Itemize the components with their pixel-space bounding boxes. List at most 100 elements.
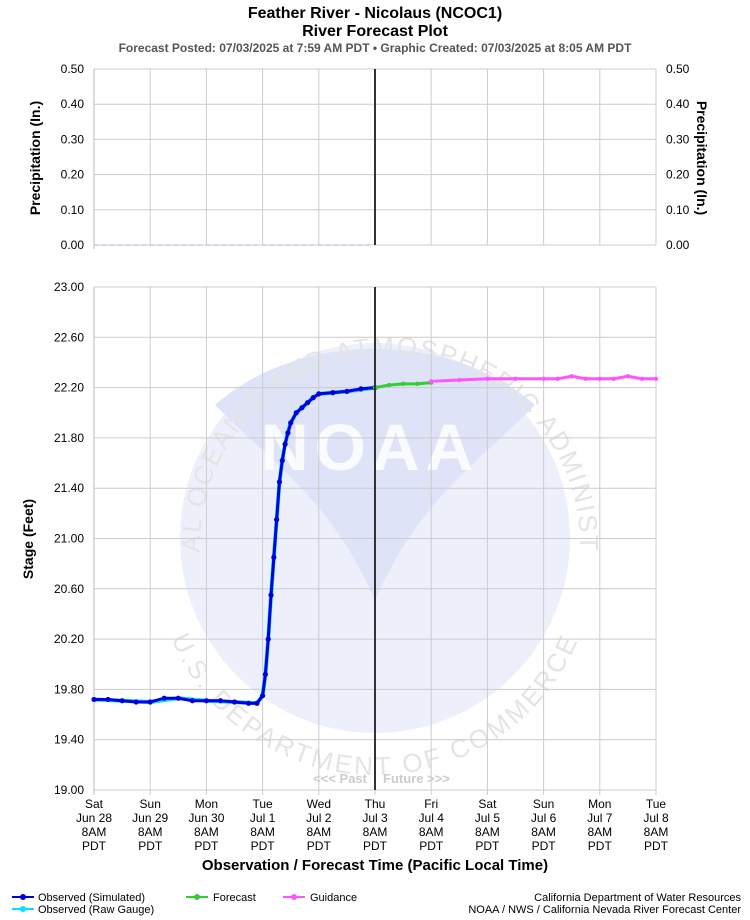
posted-info: Forecast Posted: 07/03/2025 at 7:59 AM P… [119,41,633,55]
stage-point [457,377,462,383]
x-tick-label: Sun [533,797,554,811]
credit-line-1: California Department of Water Resources [534,892,741,904]
x-tick-label: 8AM [475,825,500,839]
past-label: <<< Past [313,771,368,786]
x-tick-label: Jun 28 [76,811,112,825]
x-tick-label: Sat [478,797,497,811]
precip-y-tick-label-right: 0.20 [666,168,690,182]
x-tick-label: 8AM [644,825,669,839]
legend: Observed (Simulated) Observed (Raw Gauge… [12,892,357,916]
stage-point [293,410,299,416]
stage-point [175,695,181,701]
stage-point [189,698,195,704]
x-tick-label: PDT [419,839,444,853]
x-tick-label: Jun 30 [188,811,224,825]
legend-raw-gauge-label: Observed (Raw Gauge) [38,904,154,916]
x-tick-label: PDT [307,839,332,853]
x-tick-label: PDT [475,839,500,853]
legend-raw-gauge: Observed (Raw Gauge) [12,904,154,916]
x-tick-label: PDT [251,839,276,853]
x-tick-label: Tue [252,797,273,811]
stage-point [147,699,153,705]
stage-point [262,671,269,677]
stage-point [569,374,574,379]
x-tick-label: 8AM [194,825,219,839]
x-tick-label: PDT [532,839,557,853]
stage-y-tick-label: 19.40 [54,733,84,747]
stage-point [279,457,285,464]
x-tick-label: PDT [588,839,613,853]
x-tick-label: Jul 2 [306,811,332,825]
stage-point [304,400,311,406]
stage-point [639,376,645,381]
precip-y-tick-label-right: 0.40 [666,97,690,111]
precip-y-ticks-left: 0.50 0.40 0.30 0.20 0.10 0.00 [61,62,85,252]
stage-y-label: Stage (Feet) [20,499,36,579]
x-tick-label: 8AM [419,825,444,839]
x-tick-label: PDT [138,839,163,853]
precip-y-label-right: Precipitation (In.) [694,101,710,215]
stage-point [653,376,659,381]
stage-point [414,381,420,387]
stage-y-tick-label: 22.20 [54,381,84,395]
stage-series [91,287,659,790]
stage-point [485,376,490,381]
precip-y-tick-label: 0.00 [61,238,85,252]
x-tick-label: Jul 8 [643,811,669,825]
precip-y-ticks-right: 0.50 0.40 0.30 0.20 0.10 0.00 [666,62,690,252]
precip-y-tick-label: 0.20 [61,168,85,182]
stage-point [288,420,294,426]
x-tick-label: Jun 29 [132,811,168,825]
stage-point [541,376,546,381]
legend-guidance: Guidance [283,892,357,904]
precip-y-tick-label: 0.50 [61,62,85,76]
x-tick-label: Sat [85,797,104,811]
x-tick-label: PDT [644,839,669,853]
x-tick-label: PDT [194,839,219,853]
precip-y-tick-label-right: 0.30 [666,132,690,146]
precip-y-tick-label-right: 0.10 [666,203,690,217]
x-tick-label: PDT [363,839,388,853]
stage-y-tick-label: 22.60 [54,330,84,344]
x-tick-label: 8AM [363,825,388,839]
stage-point [91,696,97,703]
x-tick-label: 8AM [82,825,107,839]
precip-y-tick-label-right: 0.00 [666,238,690,252]
x-tick-label: Mon [588,797,611,811]
x-tick-label: Jul 6 [531,811,557,825]
precip-series [94,69,376,246]
stage-point [271,554,277,560]
stage-point [245,700,252,706]
x-tick-label: 8AM [250,825,275,839]
x-tick-label: Jul 3 [362,811,388,825]
credit-line-2: NOAA / NWS / California Nevada River For… [468,904,741,916]
stage-point [254,700,260,706]
x-tick-label: Wed [307,797,331,811]
stage-y-tick-label: 19.80 [54,682,84,696]
x-tick-label: 8AM [587,825,612,839]
precip-y-tick-label: 0.10 [61,203,85,217]
x-axis-label: Observation / Forecast Time (Pacific Loc… [202,857,548,874]
x-tick-label: 8AM [531,825,556,839]
x-tick-label: Jul 4 [419,811,445,825]
stage-point [429,379,434,384]
stage-y-tick-label: 20.20 [54,632,84,646]
stage-point [310,395,316,401]
stage-point [299,405,305,411]
legend-forecast-label: Forecast [213,892,256,904]
stage-point [625,374,631,379]
stage-point [344,388,350,394]
stage-point [274,517,280,523]
stage-point [583,376,588,381]
stage-y-tick-label: 21.00 [54,532,84,546]
legend-observed: Observed (Simulated) [12,892,145,904]
precip-y-tick-label-right: 0.50 [666,62,690,76]
precip-y-label-left: Precipitation (In.) [27,101,43,215]
stage-y-tick-label: 19.00 [54,783,84,797]
stage-point [513,376,518,381]
stage-point [133,699,139,705]
stage-point [276,479,283,485]
x-tick-label: Sun [140,797,161,811]
stage-point [330,390,336,396]
